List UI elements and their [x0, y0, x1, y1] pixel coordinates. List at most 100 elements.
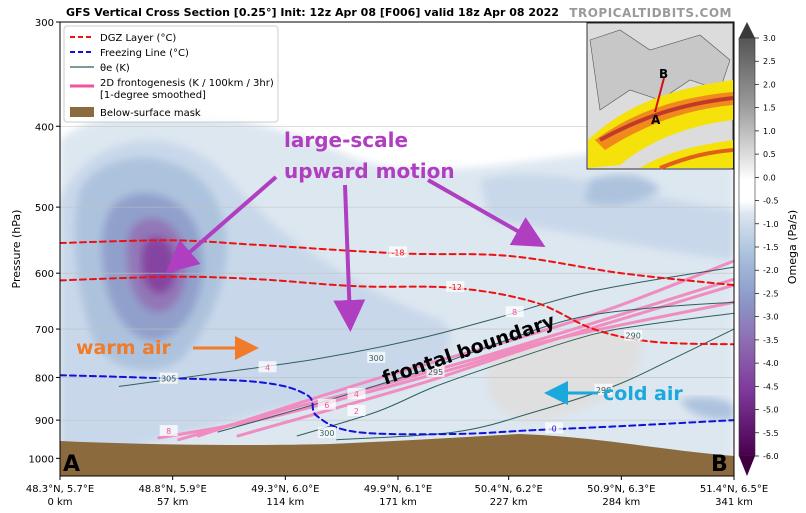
inset-map-label-b: B — [659, 67, 668, 81]
contour-label-2: 0 — [552, 424, 557, 433]
colorbar-top-extension — [739, 22, 755, 38]
x-tick-label-0: 48.3°N, 5.7°E — [26, 484, 94, 495]
colorbar-tick-label-2: 2.0 — [763, 80, 776, 89]
colorbar-tick-label-1: 2.5 — [763, 57, 776, 66]
y-tick-label-400: 400 — [35, 122, 54, 133]
y-tick-label-600: 600 — [35, 269, 54, 280]
legend-label-frontogenesis: 2D frontogenesis (K / 100km / 3hr) — [100, 78, 274, 89]
contour-label-7: 290 — [626, 332, 641, 341]
colorbar-tick-label-10: -2.0 — [763, 266, 779, 275]
colorbar-tick-label-0: 3.0 — [763, 34, 776, 43]
x-tick-distance-2: 114 km — [266, 497, 304, 508]
x-tick-label-3: 49.9°N, 6.1°E — [364, 484, 432, 495]
colorbar: 3.0 2.5 2.0 1.5 1.0 0.5 0.0 -0.5 -1.0 -1.5 -2.0 -2.… — [738, 22, 799, 476]
colorbar-tick-label-14: -4.0 — [763, 359, 779, 368]
contour-label-1: -12 — [449, 283, 462, 292]
legend-box — [63, 25, 279, 123]
legend: DGZ Layer (°C) Freezing Line (°C) θe (K)… — [63, 25, 279, 123]
colorbar-tick-label-7: -0.5 — [763, 197, 779, 206]
y-axis-label: Pressure (hPa) — [10, 210, 23, 289]
annotation-large-scale: large-scale — [284, 128, 408, 152]
contour-label-bg-10 — [317, 398, 336, 410]
annotation-warm-air: warm air — [76, 337, 171, 359]
inset-map-field-yellow-2 — [640, 140, 733, 168]
y-tick-label-900: 900 — [35, 416, 54, 427]
section-start-label: A — [63, 452, 80, 477]
colorbar-tick-label-9: -1.5 — [763, 243, 779, 252]
x-tick-label-5: 50.9°N, 6.3°E — [587, 484, 655, 495]
y-tick-label-1000: 1000 — [29, 454, 54, 465]
contour-label-8: 300 — [319, 429, 334, 438]
annotation-arrow-right — [427, 178, 546, 247]
contour-label-bg-4 — [367, 351, 386, 363]
x-tick-label-2: 49.3°N, 6.0°E — [251, 484, 319, 495]
y-tick-label-700: 700 — [35, 325, 54, 336]
colorbar-tick-label-15: -4.5 — [763, 382, 779, 391]
contour-label-bg-3 — [159, 372, 178, 384]
contour-label-5: 295 — [428, 368, 443, 377]
contour-2d-frontogenesis-k-100km-3hr-4 — [196, 259, 734, 438]
x-tick-distance-3: 171 km — [379, 497, 417, 508]
x-tick-label-6: 51.4°N, 6.5°E — [700, 484, 768, 495]
contour-label-4: 300 — [369, 354, 384, 363]
legend-label-surface: Below-surface mask — [100, 108, 201, 119]
colorbar-label: Omega (Pa/s) — [786, 210, 799, 284]
contour-label-bg-9 — [159, 425, 178, 437]
contour-label-9: 8 — [166, 427, 171, 436]
chart-title: GFS Vertical Cross Section [0.25°] Init:… — [66, 6, 559, 19]
legend-label-frontogenesis-note: [1-degree smoothed] — [100, 90, 206, 101]
x-tick-distance-6: 341 km — [715, 497, 753, 508]
contour-label-bg-2 — [545, 422, 564, 434]
legend-swatch-surface — [70, 107, 94, 117]
colorbar-scale — [738, 37, 756, 457]
contour-layers: -18 -12 0 305 300 295 290 290 300 8 6 4 2 4 8 — [60, 22, 734, 442]
colorbar-bottom-extension — [739, 456, 755, 476]
y-tick-label-500: 500 — [35, 203, 54, 214]
section-end-label: B — [711, 452, 728, 477]
legend-label-freezing: Freezing Line (°C) — [100, 48, 189, 59]
colorbar-tick-label-18: -6.0 — [763, 452, 779, 461]
contour-e-k-300 — [217, 301, 734, 433]
y-tick-label-300: 300 — [35, 18, 54, 29]
colorbar-tick-label-6: 0.0 — [763, 173, 776, 182]
colorbar-tick-label-17: -5.5 — [763, 429, 779, 438]
colorbar-tick-label-16: -5.0 — [763, 406, 779, 415]
contour-label-10: 6 — [324, 401, 329, 410]
contour-label-bg-7 — [624, 329, 643, 341]
inset-map-field-orange-2 — [659, 148, 734, 170]
contour-label-bg-13 — [347, 388, 366, 400]
colorbar-tick-label-12: -3.0 — [763, 313, 779, 322]
x-tick-label-1: 48.8°N, 5.9°E — [138, 484, 206, 495]
colorbar-tick-label-4: 1.0 — [763, 127, 776, 136]
inset-map: B A — [586, 22, 734, 170]
contour-freezing-line-c-0 — [60, 374, 734, 436]
contour-label-bg-6 — [594, 383, 613, 395]
annotation-arrow-middle — [333, 184, 366, 332]
contour-label-bg-12 — [347, 404, 366, 416]
contour-2d-frontogenesis-k-100km-3hr-8 — [157, 300, 734, 440]
contour-label-bg-8 — [317, 426, 336, 438]
contour-label-14: 8 — [512, 308, 517, 317]
x-tick-distance-1: 57 km — [157, 497, 188, 508]
colorbar-tick-label-8: -1.0 — [763, 220, 779, 229]
inset-map-field-red — [599, 96, 734, 142]
contour-label-11: 4 — [265, 363, 270, 372]
inset-map-label-a: A — [651, 113, 661, 127]
contour-e-k-295 — [296, 312, 734, 437]
annotation-arrow-left — [165, 175, 278, 273]
contour-2d-frontogenesis-k-100km-3hr-6 — [236, 283, 734, 438]
plot-frame — [59, 21, 735, 477]
contour-label-12: 2 — [354, 407, 359, 416]
x-tick-distance-5: 284 km — [602, 497, 640, 508]
contour-label-bg-11 — [258, 361, 277, 373]
colorbar-tick-label-13: -3.5 — [763, 336, 779, 345]
contour-label-bg-14 — [505, 306, 524, 318]
inset-map-field-orange — [595, 92, 733, 150]
inset-map-section-line — [654, 77, 665, 113]
annotation-cold-air: cold air — [603, 383, 683, 405]
colorbar-tick-label-5: 0.5 — [763, 150, 776, 159]
below-surface-mask — [60, 434, 734, 476]
y-tick-label-800: 800 — [35, 373, 54, 384]
x-tick-label-4: 50.4°N, 6.2°E — [475, 484, 543, 495]
contour-label-bg-1 — [446, 280, 465, 292]
